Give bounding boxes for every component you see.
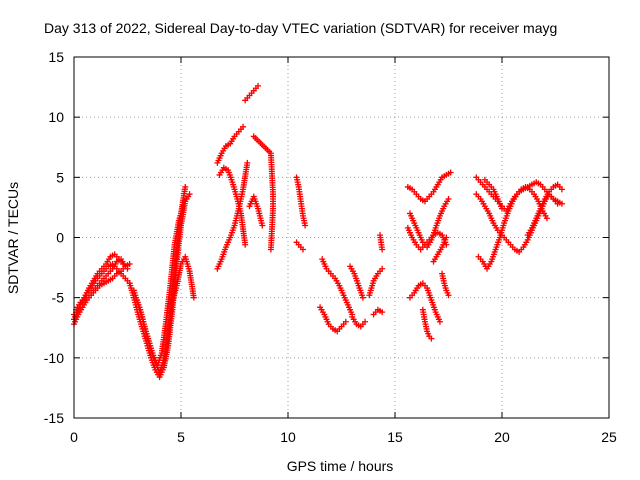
data-point (499, 205, 505, 212)
series-arc-4e (246, 193, 266, 229)
data-point (190, 294, 197, 301)
y-axis-label: SDTVAR / TECUs (5, 182, 21, 294)
series-arc-6f (366, 265, 386, 299)
y-tick-label: 15 (48, 49, 64, 65)
data-point (362, 318, 369, 325)
data-point (240, 123, 247, 130)
y-tick-labels: 15 10 5 0 -5 -10 -15 (44, 49, 64, 426)
series-arc-7b (419, 306, 435, 342)
data-point (436, 318, 443, 325)
data-point (267, 246, 274, 253)
y-tick-label: -5 (52, 290, 65, 306)
series-arc-1d (71, 256, 129, 318)
series-arc-7f (430, 234, 450, 265)
data-point (342, 318, 349, 325)
series-arc-3 (169, 253, 197, 306)
series-arc-2c (133, 203, 187, 369)
series-arc-5a (293, 174, 309, 229)
x-tick-label: 20 (494, 429, 510, 445)
data-point (122, 263, 129, 270)
data-point (359, 294, 366, 301)
series-arc-8c (475, 183, 550, 272)
data-point (379, 309, 386, 316)
series-arc-7c (404, 169, 454, 205)
data-point (543, 215, 550, 222)
series-arc-8e (481, 176, 505, 212)
series-arc-6d (349, 313, 369, 330)
series-arc-8d (524, 181, 565, 239)
data-point (445, 195, 452, 202)
data-point (443, 234, 450, 241)
y-tick-label: -10 (44, 350, 64, 366)
data-point (299, 246, 306, 253)
series-arc-6c (347, 263, 366, 301)
x-tick-label: 15 (387, 429, 403, 445)
y-tick-label: 0 (56, 230, 64, 246)
data-point (428, 335, 435, 342)
y-tick-label: -15 (44, 410, 64, 426)
data-point (259, 222, 266, 229)
data-point (126, 260, 133, 267)
series-arc-6g (377, 232, 386, 253)
data-point (554, 200, 561, 207)
series-arc-6a (317, 304, 349, 335)
chart-title: Day 313 of 2022, Sidereal Day-to-day VTE… (44, 20, 557, 36)
x-tick-label: 10 (280, 429, 296, 445)
data-point (182, 183, 189, 190)
series-arc-7g (439, 270, 452, 299)
data-point (186, 191, 193, 198)
data-point (255, 82, 262, 89)
data-point (445, 292, 452, 299)
x-axis-label: GPS time / hours (287, 458, 394, 474)
series-arc-4d (242, 82, 262, 104)
y-tick-label: 10 (48, 109, 64, 125)
x-tick-label: 25 (601, 429, 617, 445)
series-arc-5b (293, 239, 306, 253)
series-isolated (250, 133, 277, 253)
data-point (180, 203, 187, 210)
series-arc-6e (370, 306, 386, 318)
data-point (244, 159, 251, 166)
x-tick-label: 5 (177, 429, 185, 445)
y-tick-label: 5 (56, 169, 64, 185)
plot-frame (73, 56, 610, 419)
series-arc-4b (214, 123, 247, 166)
data-point (447, 169, 454, 176)
series-arc-7e (404, 224, 450, 253)
data-point (302, 222, 309, 229)
x-tick-label: 0 (70, 429, 78, 445)
series-arc-4c (216, 164, 249, 248)
series-arc-7a (406, 280, 443, 325)
data-point (242, 241, 249, 248)
data-point (558, 186, 565, 193)
data-points (71, 82, 565, 381)
data-point (379, 265, 386, 272)
x-tick-labels: 0 5 10 15 20 25 (70, 429, 617, 445)
data-point (379, 246, 386, 253)
series-arc-6b (319, 256, 356, 318)
